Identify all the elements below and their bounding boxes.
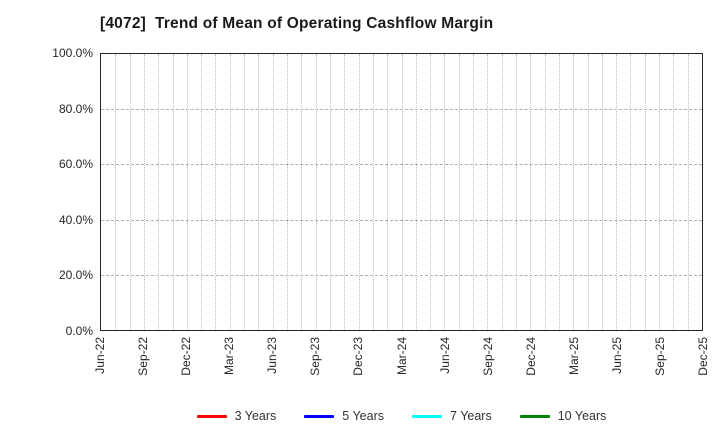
vertical-gridline xyxy=(301,54,303,330)
vertical-gridline xyxy=(573,54,575,330)
vertical-gridline xyxy=(501,54,503,330)
legend-item: 7 Years xyxy=(412,409,492,423)
vertical-gridline xyxy=(244,54,246,330)
vertical-gridline xyxy=(673,54,675,330)
legend: 3 Years 5 Years 7 Years 10 Years xyxy=(100,406,703,426)
vertical-gridline xyxy=(186,54,188,330)
vertical-gridline xyxy=(558,54,560,330)
vertical-gridline xyxy=(158,54,160,330)
legend-item: 5 Years xyxy=(304,409,384,423)
y-tick-label: 20.0% xyxy=(58,268,93,283)
vertical-gridline xyxy=(129,54,131,330)
vertical-gridline xyxy=(358,54,360,330)
vertical-gridline xyxy=(387,54,389,330)
vertical-gridline xyxy=(143,54,145,330)
legend-item-label: 3 Years xyxy=(234,409,277,423)
legend-item: 3 Years xyxy=(196,409,277,423)
x-tick-label: Mar-23 xyxy=(222,337,237,376)
vertical-gridline xyxy=(659,54,661,330)
legend-item-label: 10 Years xyxy=(557,409,607,423)
plot-area xyxy=(100,53,703,331)
vertical-gridline xyxy=(601,54,603,330)
vertical-gridline xyxy=(401,54,403,330)
x-tick-label: Jun-25 xyxy=(609,337,624,374)
x-tick-label: Dec-23 xyxy=(351,337,366,376)
x-tick-label: Sep-25 xyxy=(652,337,667,376)
vertical-gridline xyxy=(644,54,646,330)
vertical-gridline xyxy=(458,54,460,330)
legend-line-sample xyxy=(304,414,335,418)
vertical-gridline xyxy=(315,54,317,330)
vertical-gridline xyxy=(172,54,174,330)
x-tick-label: Jun-24 xyxy=(437,337,452,374)
chart-title: [4072] Trend of Mean of Operating Cashfl… xyxy=(100,15,494,32)
vertical-gridline xyxy=(287,54,289,330)
vertical-gridline xyxy=(272,54,274,330)
vertical-gridline xyxy=(229,54,231,330)
legend-item: 10 Years xyxy=(519,409,607,423)
vertical-gridline xyxy=(515,54,517,330)
x-tick-label: Sep-23 xyxy=(308,337,323,376)
vertical-gridline xyxy=(444,54,446,330)
x-tick-label: Dec-24 xyxy=(523,337,538,376)
legend-line-sample xyxy=(196,414,227,418)
vertical-gridline xyxy=(616,54,618,330)
y-tick-label: 40.0% xyxy=(58,212,93,227)
legend-item-label: 7 Years xyxy=(450,409,492,423)
vertical-gridline xyxy=(587,54,589,330)
y-tick-label: 60.0% xyxy=(58,157,93,172)
legend-line-sample xyxy=(412,414,443,418)
vertical-gridline xyxy=(329,54,331,330)
y-tick-label: 80.0% xyxy=(58,101,93,116)
vertical-gridline xyxy=(473,54,475,330)
vertical-gridline xyxy=(258,54,260,330)
x-tick-label: Dec-22 xyxy=(179,337,194,376)
legend-line-sample xyxy=(519,414,550,418)
vertical-gridline xyxy=(630,54,632,330)
legend-item-label: 5 Years xyxy=(342,409,385,423)
gridlines xyxy=(101,54,702,330)
vertical-gridline xyxy=(372,54,374,330)
x-tick-label: Jun-22 xyxy=(93,337,107,374)
x-tick-label: Sep-24 xyxy=(480,337,495,376)
x-tick-label: Mar-25 xyxy=(566,337,581,376)
x-tick-label: Dec-25 xyxy=(696,337,710,376)
y-tick-label: 100.0% xyxy=(52,46,93,60)
y-tick-label: 0.0% xyxy=(65,324,93,338)
vertical-gridline xyxy=(215,54,217,330)
vertical-gridline xyxy=(544,54,546,330)
x-tick-label: Sep-22 xyxy=(136,337,151,376)
x-tick-label: Mar-24 xyxy=(394,337,409,376)
vertical-gridline xyxy=(201,54,203,330)
vertical-gridline xyxy=(415,54,417,330)
x-tick-label: Jun-23 xyxy=(265,337,280,374)
vertical-gridline xyxy=(430,54,432,330)
vertical-gridline xyxy=(687,54,689,330)
vertical-gridline xyxy=(530,54,532,330)
vertical-gridline xyxy=(344,54,346,330)
vertical-gridline xyxy=(115,54,117,330)
vertical-gridline xyxy=(487,54,489,330)
